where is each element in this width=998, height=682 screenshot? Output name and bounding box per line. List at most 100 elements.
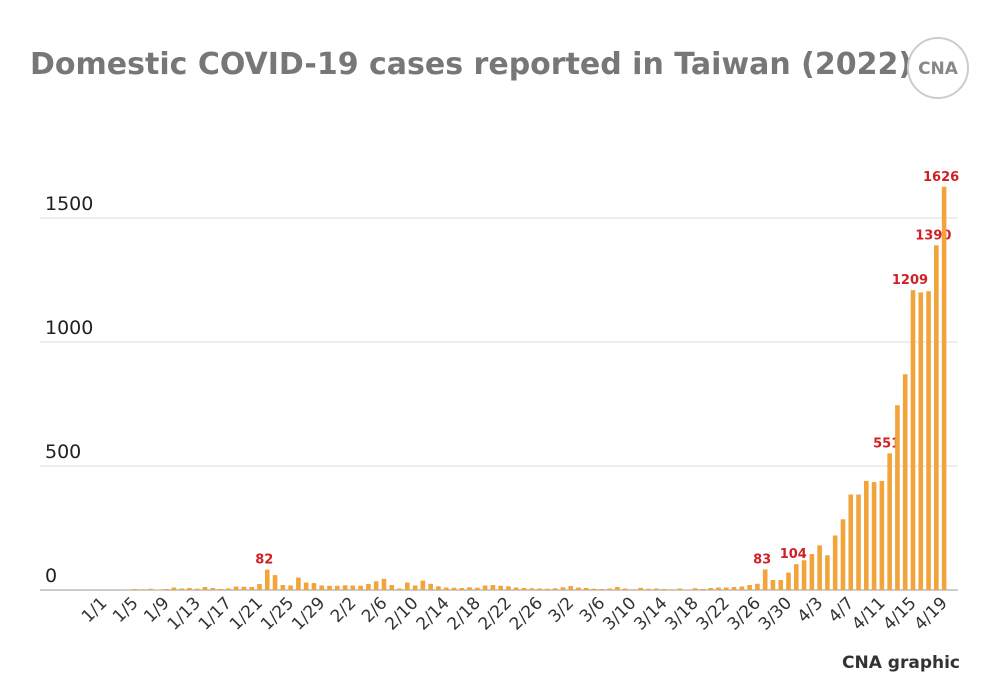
bar xyxy=(210,588,216,590)
x-tick-label: 1/5 xyxy=(109,593,142,626)
y-tick-label: 0 xyxy=(45,565,57,587)
bar xyxy=(747,585,752,590)
bar xyxy=(358,585,363,590)
bar xyxy=(233,586,239,590)
bar xyxy=(653,588,659,590)
bar xyxy=(568,586,573,590)
value-label: 82 xyxy=(255,553,273,568)
x-tick-label: 2/22 xyxy=(475,593,516,634)
bar xyxy=(934,245,939,590)
bar xyxy=(264,569,270,590)
logo-circle xyxy=(907,37,969,99)
x-tick-label: 4/15 xyxy=(879,593,920,634)
bar xyxy=(646,588,651,590)
bar xyxy=(451,587,457,590)
bar xyxy=(296,577,301,590)
bar xyxy=(443,587,449,590)
bar xyxy=(475,587,480,590)
bar xyxy=(482,585,488,590)
bar xyxy=(171,587,177,590)
bar xyxy=(498,585,503,590)
bar xyxy=(793,564,799,590)
bar xyxy=(864,480,869,590)
bar xyxy=(529,588,535,590)
x-tick-label: 2/18 xyxy=(444,593,485,634)
bar xyxy=(692,588,698,590)
bar xyxy=(280,585,286,590)
x-tick-label: 3/30 xyxy=(755,593,796,634)
bar xyxy=(194,588,200,590)
bar xyxy=(817,545,822,590)
bar xyxy=(840,519,846,590)
bar xyxy=(622,588,628,590)
bar xyxy=(762,569,768,590)
value-label: 104 xyxy=(780,547,807,562)
bar xyxy=(428,583,433,590)
bar xyxy=(583,588,589,590)
x-tick-label: 1/29 xyxy=(288,593,329,634)
bar xyxy=(599,589,605,590)
x-tick-label: 3/26 xyxy=(724,593,765,634)
bar xyxy=(615,587,620,590)
bar xyxy=(770,580,776,590)
value-label: 1209 xyxy=(892,273,928,288)
bar xyxy=(311,583,317,590)
bar xyxy=(140,589,146,590)
bar xyxy=(420,580,426,590)
x-tick-label: 4/11 xyxy=(848,593,889,634)
bar xyxy=(350,585,356,590)
bar xyxy=(871,482,877,590)
x-tick-label: 4/19 xyxy=(911,593,952,634)
bar xyxy=(397,588,402,590)
bar xyxy=(272,575,278,590)
bar xyxy=(941,186,947,590)
x-tick-label: 3/10 xyxy=(599,593,640,634)
bar xyxy=(607,588,612,590)
x-tick-label: 1/21 xyxy=(226,593,267,634)
bar xyxy=(257,584,262,590)
bar xyxy=(560,587,566,590)
x-tick-label: 1/25 xyxy=(257,593,298,634)
y-tick-label: 500 xyxy=(45,441,81,463)
bar xyxy=(187,588,192,590)
bar xyxy=(661,589,667,590)
bar xyxy=(373,581,379,590)
bar xyxy=(832,535,838,590)
bar xyxy=(708,588,714,590)
bar xyxy=(537,588,542,590)
y-tick-label: 1500 xyxy=(45,193,93,215)
bar xyxy=(552,588,558,590)
bar xyxy=(778,580,784,590)
bar xyxy=(249,587,255,590)
bar xyxy=(755,583,760,590)
x-tick-label: 3/14 xyxy=(630,593,671,634)
bar xyxy=(926,291,931,590)
bar xyxy=(319,585,325,590)
bar xyxy=(506,586,511,590)
bar xyxy=(731,587,737,590)
bar xyxy=(739,586,745,590)
x-tick-label: 3/2 xyxy=(545,593,578,626)
bar xyxy=(638,587,643,590)
x-tick-label: 2/26 xyxy=(506,593,547,634)
bar xyxy=(700,589,706,590)
x-tick-label: 3/22 xyxy=(693,593,734,634)
bar xyxy=(132,589,138,590)
bar xyxy=(825,555,830,590)
bar xyxy=(163,589,169,590)
bar xyxy=(716,587,721,590)
bar xyxy=(226,588,231,590)
bar xyxy=(202,587,208,590)
logo: CNA xyxy=(918,59,959,79)
x-tick-label: 1/1 xyxy=(78,593,111,626)
bar xyxy=(856,494,861,590)
x-tick-label: 2/10 xyxy=(381,593,422,634)
bar xyxy=(576,587,581,590)
bar xyxy=(591,588,597,590)
bar xyxy=(521,588,527,590)
bar xyxy=(179,588,184,590)
value-label: 83 xyxy=(753,552,771,567)
x-tick-label: 4/3 xyxy=(794,593,827,626)
